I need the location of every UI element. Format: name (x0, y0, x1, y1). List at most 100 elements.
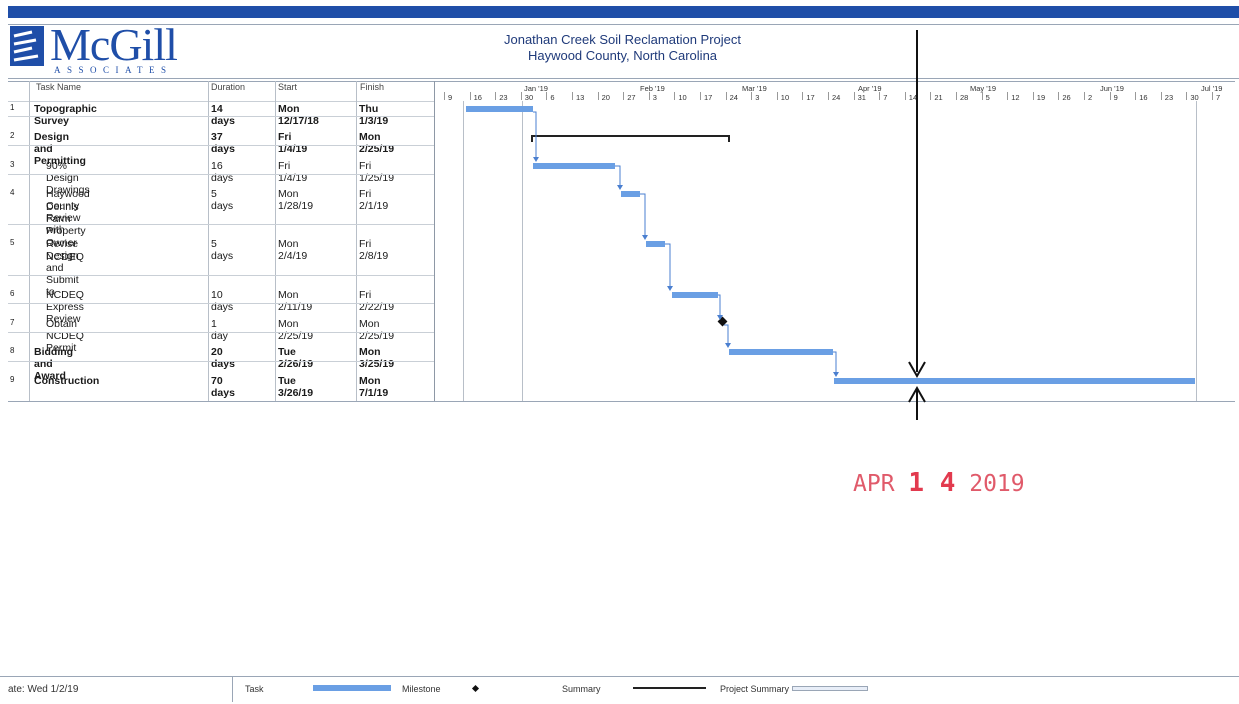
gantt-bar-revise-design[interactable] (646, 241, 665, 247)
timeline-day: 10 (780, 93, 790, 102)
timeline-day-tick (444, 92, 445, 100)
task-start: Mon 2/4/19 (278, 238, 308, 262)
timeline-day-tick (956, 92, 957, 100)
task-finish: Fri 2/1/19 (359, 188, 389, 212)
row-separator (8, 361, 434, 362)
column-header-duration: Duration (211, 82, 246, 92)
timeline-day-tick (904, 92, 906, 100)
timeline-day-tick (930, 92, 932, 100)
project-title-line2: Haywood County, North Carolina (527, 48, 718, 63)
grid-top-line (8, 81, 1235, 82)
task-name-line2: NCDEQ (46, 251, 84, 263)
task-duration: 16 days (211, 160, 234, 184)
timeline-day-tick (879, 92, 881, 100)
task-start: Fri 1/4/19 (278, 160, 308, 184)
task-finish: Mon 2/25/19 (359, 318, 395, 342)
task-name: 90% Design Drawings (46, 160, 90, 196)
timeline-day-tick (828, 92, 829, 100)
gantt-bar-90-design[interactable] (533, 163, 615, 169)
row-id: 3 (10, 160, 15, 169)
logo-mark-icon (10, 26, 44, 66)
row-id: 2 (10, 131, 15, 140)
task-finish: Thu 1/3/19 (359, 103, 389, 127)
task-duration: 5 days (211, 188, 234, 212)
task-finish: Fri 2/22/19 (359, 289, 395, 313)
timeline-day: 28 (960, 93, 969, 102)
timeline-month: Jul '19 (1201, 84, 1223, 93)
timeline-day: 12 (1011, 93, 1020, 102)
header-divider-bottom (8, 78, 1239, 79)
gantt-bar-topographic-survey[interactable] (466, 106, 533, 112)
row-id: 6 (10, 289, 15, 298)
gantt-summary-design-permitting[interactable] (531, 135, 730, 137)
task-name: Design and Permitting (34, 131, 86, 167)
row-id: 1 (10, 103, 15, 112)
task-duration: 5 days (211, 238, 234, 262)
timeline-day-tick (469, 92, 471, 100)
timeline-month: Mar '19 (742, 84, 767, 93)
timeline-day: 7 (1216, 93, 1221, 102)
col-divider-finish (434, 81, 435, 401)
gantt-bar-bidding-award[interactable] (729, 349, 833, 355)
row-id: 9 (10, 375, 15, 384)
gantt-bar-county-review[interactable] (621, 191, 640, 197)
timeline-day-tick (1058, 92, 1060, 100)
timeline-day-tick (648, 92, 650, 100)
timeline-gridline-a (463, 101, 464, 401)
task-start: Mon 2/25/19 (278, 318, 314, 342)
gantt-bar-ncdeq-review[interactable] (672, 292, 718, 298)
task-start: Mon 12/17/18 (278, 103, 319, 127)
grid-bottom-line (8, 401, 1235, 402)
task-finish: Mon 7/1/19 (359, 375, 389, 399)
summary-cap-left (531, 135, 533, 142)
timeline-day: 14 (908, 93, 918, 102)
timeline-day: 31 (857, 93, 866, 102)
legend-summary-label: Summary (562, 684, 601, 694)
legend-milestone-label: Milestone (402, 684, 441, 694)
row-id: 4 (10, 188, 15, 197)
col-divider-start (356, 81, 357, 401)
timeline-day: 21 (934, 93, 943, 102)
timeline-month: Apr '19 (858, 84, 882, 93)
col-divider-name (208, 81, 209, 401)
timeline-day-tick (1109, 92, 1111, 100)
timeline-day: 3 (652, 93, 657, 102)
gantt-bar-construction[interactable] (834, 378, 1195, 384)
legend-project-summary-swatch (792, 686, 868, 691)
timeline-day-tick (751, 92, 753, 100)
timeline-day-tick (623, 92, 625, 100)
received-date-stamp: APR 1 4 2019 (853, 468, 1025, 498)
timeline-day: 9 (448, 93, 453, 102)
timeline-day-tick (802, 92, 804, 100)
task-finish: Mon 2/25/19 (359, 131, 395, 155)
stamp-day: 1 4 (908, 468, 956, 498)
task-duration: 14 days (211, 103, 235, 127)
company-logo: McGill ASSOCIATES (10, 19, 200, 76)
task-name: Haywood County Review with (46, 188, 90, 236)
timeline-month: Jun '19 (1100, 84, 1124, 93)
task-start: Mon 2/11/19 (278, 289, 313, 313)
legend-milestone-icon (471, 684, 480, 693)
header-divider-top (8, 24, 1239, 25)
task-finish: Fri 1/25/19 (359, 160, 395, 184)
timeline-day: 3 (755, 93, 760, 102)
col-divider-id (29, 81, 30, 401)
top-banner (8, 6, 1239, 18)
column-header-task-name: Task Name (36, 82, 82, 92)
row-id: 7 (10, 318, 15, 327)
timeline-day: 19 (1036, 93, 1046, 102)
timeline-day: 16 (1139, 93, 1148, 102)
logo-wordmark: McGill (50, 19, 178, 70)
timeline-day: 24 (832, 93, 841, 102)
timeline-day-tick (725, 92, 727, 100)
project-title-line1: Jonathan Creek Soil Reclamation Project (503, 32, 741, 47)
timeline-day: 10 (678, 93, 687, 102)
timeline-day: 5 (985, 93, 990, 102)
timeline-day: 16 (473, 93, 482, 102)
timeline-day: 2 (1088, 93, 1093, 102)
task-name: Revise Design and Submit to (46, 238, 79, 298)
task-duration: 70 days (211, 375, 235, 399)
timeline-day: 24 (729, 93, 738, 102)
task-name: Topographic Survey (34, 103, 97, 127)
timeline-day: 13 (576, 93, 585, 102)
